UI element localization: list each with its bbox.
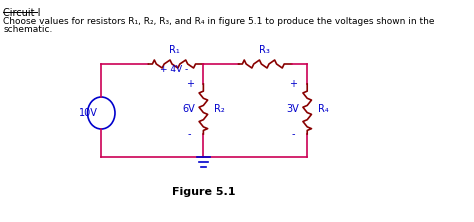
Text: R₃: R₃ bbox=[259, 45, 270, 55]
Text: R₂: R₂ bbox=[214, 104, 224, 114]
Text: +: + bbox=[290, 79, 298, 89]
Text: -: - bbox=[292, 129, 295, 139]
Text: 6V: 6V bbox=[182, 104, 195, 114]
Text: R₄: R₄ bbox=[318, 104, 328, 114]
Text: Figure 5.1: Figure 5.1 bbox=[172, 187, 235, 197]
Text: 3V: 3V bbox=[286, 104, 299, 114]
Text: Choose values for resistors R₁, R₂, R₃, and R₄ in figure 5.1 to produce the volt: Choose values for resistors R₁, R₂, R₃, … bbox=[3, 17, 435, 26]
Text: +: + bbox=[186, 79, 194, 89]
Text: R₁: R₁ bbox=[169, 45, 180, 55]
Text: + 4V -: + 4V - bbox=[160, 65, 188, 74]
Text: 10V: 10V bbox=[79, 108, 98, 118]
Text: Circuit I: Circuit I bbox=[3, 8, 41, 18]
Text: schematic.: schematic. bbox=[3, 25, 53, 34]
Text: -: - bbox=[188, 129, 191, 139]
